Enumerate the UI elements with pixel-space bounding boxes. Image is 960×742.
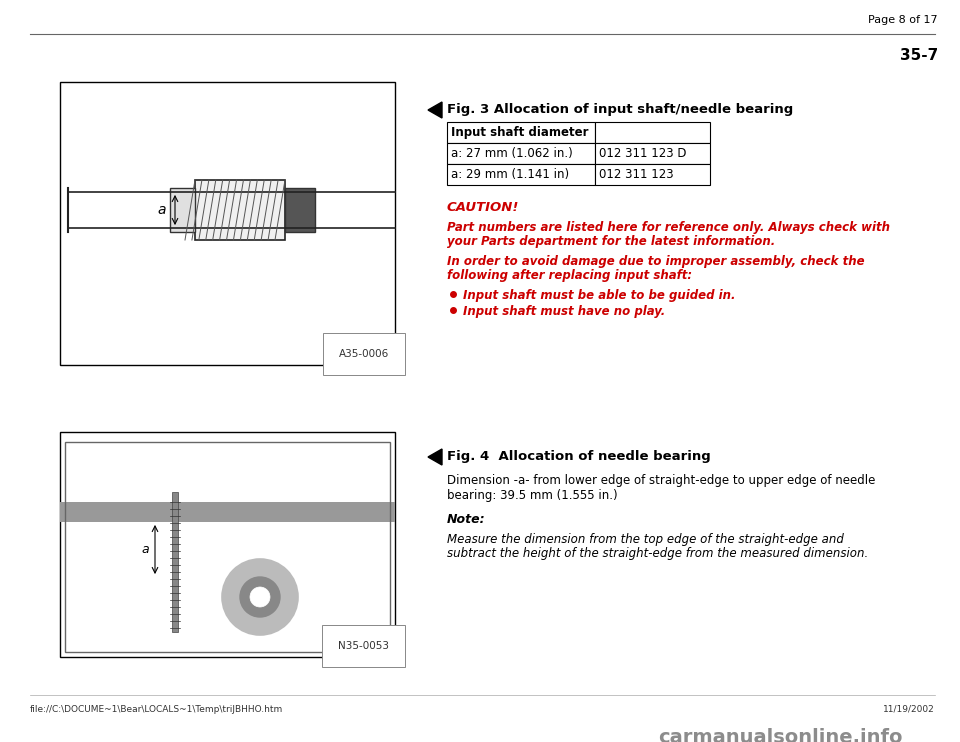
Circle shape [250,587,270,607]
Circle shape [240,577,280,617]
Bar [595,164,710,185]
Text: file://C:\DOCUME~1\Bear\LOCALS~1\Temp\triJBHHO.htm: file://C:\DOCUME~1\Bear\LOCALS~1\Temp\tr… [30,705,283,714]
Text: Input shaft must have no play.: Input shaft must have no play. [463,305,665,318]
Text: a: a [157,203,166,217]
Polygon shape [428,449,442,465]
Text: carmanualsonline.info: carmanualsonline.info [658,728,902,742]
Text: CAUTION!: CAUTION! [447,201,519,214]
Bar [595,122,710,143]
Text: Fig. 4: Fig. 4 [447,450,490,463]
Bar [285,188,315,232]
Text: Allocation of input shaft/needle bearing: Allocation of input shaft/needle bearing [480,103,793,116]
Circle shape [222,559,298,635]
Bar [447,164,595,185]
Text: Part numbers are listed here for reference only. Always check with: Part numbers are listed here for referen… [447,221,890,234]
Text: 012 311 123: 012 311 123 [599,168,674,181]
Text: Page 8 of 17: Page 8 of 17 [869,15,938,25]
Text: A35-0006: A35-0006 [339,349,389,359]
Bar [170,188,195,232]
Polygon shape [428,102,442,118]
Text: a: 29 mm (1.141 in): a: 29 mm (1.141 in) [451,168,569,181]
Bar [60,432,395,657]
Text: Measure the dimension from the top edge of the straight-edge and: Measure the dimension from the top edge … [447,533,844,546]
Text: a: a [141,543,149,556]
Text: Allocation of needle bearing: Allocation of needle bearing [480,450,710,463]
Bar [172,492,178,632]
Bar [447,143,595,164]
Bar [595,143,710,164]
Text: a: 27 mm (1.062 in.): a: 27 mm (1.062 in.) [451,147,573,160]
Text: Fig. 3: Fig. 3 [447,103,490,116]
Bar [447,122,595,143]
Text: following after replacing input shaft:: following after replacing input shaft: [447,269,692,282]
Text: subtract the height of the straight-edge from the measured dimension.: subtract the height of the straight-edge… [447,547,868,560]
Text: Input shaft must be able to be guided in.: Input shaft must be able to be guided in… [463,289,735,302]
Bar [65,442,390,652]
Text: bearing: 39.5 mm (1.555 in.): bearing: 39.5 mm (1.555 in.) [447,489,617,502]
Bar [60,82,395,365]
Text: Dimension -a- from lower edge of straight-edge to upper edge of needle: Dimension -a- from lower edge of straigh… [447,474,876,487]
Bar [60,502,395,522]
Text: N35-0053: N35-0053 [338,641,389,651]
Text: In order to avoid damage due to improper assembly, check the: In order to avoid damage due to improper… [447,255,865,268]
Text: 11/19/2002: 11/19/2002 [883,705,935,714]
Text: Note:: Note: [447,513,486,526]
Text: 012 311 123 D: 012 311 123 D [599,147,686,160]
Text: Input shaft diameter: Input shaft diameter [451,126,588,139]
Text: 35-7: 35-7 [900,48,938,63]
Text: your Parts department for the latest information.: your Parts department for the latest inf… [447,235,776,248]
Bar [195,180,285,240]
